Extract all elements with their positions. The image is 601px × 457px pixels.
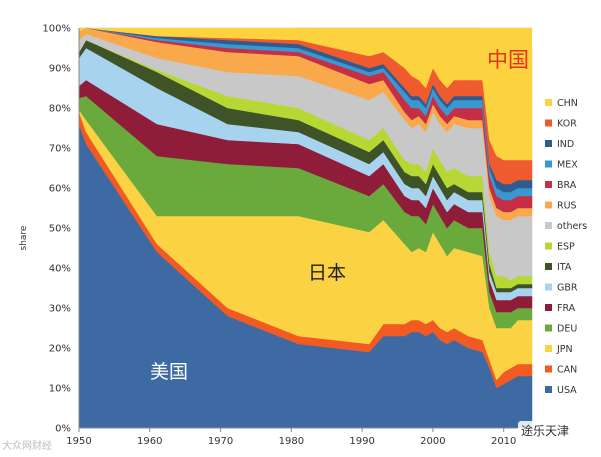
x-tick-label: 2000 xyxy=(420,436,445,447)
watermark-left: 大众网财经 xyxy=(2,441,52,452)
x-tick-label: 1950 xyxy=(66,436,91,447)
annotation-japan: 日本 xyxy=(308,262,347,284)
legend-swatch-usa xyxy=(545,386,552,393)
x-tick-label: 2010 xyxy=(491,436,516,447)
y-tick-label: 0% xyxy=(55,424,71,435)
legend-swatch-kor xyxy=(545,119,552,127)
y-tick-label: 10% xyxy=(49,384,71,395)
legend-swatch-can xyxy=(545,365,552,373)
y-tick-label: 80% xyxy=(49,104,71,115)
legend-swatch-others xyxy=(545,222,552,229)
y-tick-label: 70% xyxy=(49,144,71,155)
x-tick-label: 1970 xyxy=(208,436,233,447)
y-tick-label: 40% xyxy=(49,264,71,275)
legend-label-bra: BRA xyxy=(557,180,577,191)
legend-label-usa: USA xyxy=(557,385,577,396)
legend-label-gbr: GBR xyxy=(557,283,578,294)
legend-swatch-gbr xyxy=(545,283,552,291)
y-tick-label: 60% xyxy=(49,184,71,195)
y-tick-label: 50% xyxy=(49,224,71,235)
legend-label-rus: RUS xyxy=(557,201,577,212)
y-axis-label: share xyxy=(19,225,29,250)
y-tick-label: 100% xyxy=(42,24,71,35)
axes: 0% 10% 20% 30% 40% 50% 60% 70% 80% 90% 100% 1950 196… xyxy=(42,24,532,447)
legend-label-chn: CHN xyxy=(557,98,578,109)
legend-label-ita: ITA xyxy=(557,262,572,273)
legend-label-mex: MEX xyxy=(557,160,578,171)
legend-swatch-fra xyxy=(545,304,552,311)
legend-label-esp: ESP xyxy=(557,242,575,253)
legend-label-others: others xyxy=(557,221,587,232)
legend-swatch-chn xyxy=(545,99,552,106)
area-top-fill xyxy=(79,28,532,48)
legend-label-jpn: JPN xyxy=(556,344,573,355)
legend: CHN KOR IND MEX BRA RUS others ESP ITA GBR FRA DEU J… xyxy=(545,98,587,396)
x-tick-label: 1990 xyxy=(349,436,374,447)
legend-label-ind: IND xyxy=(557,139,574,150)
legend-label-fra: FRA xyxy=(557,303,576,314)
y-tick-label: 20% xyxy=(49,344,71,355)
legend-swatch-esp xyxy=(545,242,552,250)
x-tick-label: 1960 xyxy=(137,436,162,447)
y-tick-label: 90% xyxy=(49,64,71,75)
legend-label-can: CAN xyxy=(557,365,577,376)
area-series-layer xyxy=(78,27,533,429)
annotation-usa: 美国 xyxy=(150,361,189,383)
watermark-right: 途乐天津 xyxy=(518,421,573,440)
legend-swatch-mex xyxy=(545,160,552,168)
area-chn xyxy=(78,27,533,161)
legend-swatch-ind xyxy=(545,140,552,147)
x-tick-label: 1980 xyxy=(279,436,304,447)
legend-swatch-rus xyxy=(545,201,552,209)
legend-swatch-jpn xyxy=(545,345,552,352)
legend-swatch-ita xyxy=(545,263,552,270)
legend-swatch-bra xyxy=(545,181,552,188)
y-tick-label: 30% xyxy=(49,304,71,315)
legend-label-deu: DEU xyxy=(557,324,577,335)
legend-label-kor: KOR xyxy=(557,119,577,130)
legend-swatch-deu xyxy=(545,324,552,332)
annotation-china: 中国 xyxy=(487,48,529,72)
